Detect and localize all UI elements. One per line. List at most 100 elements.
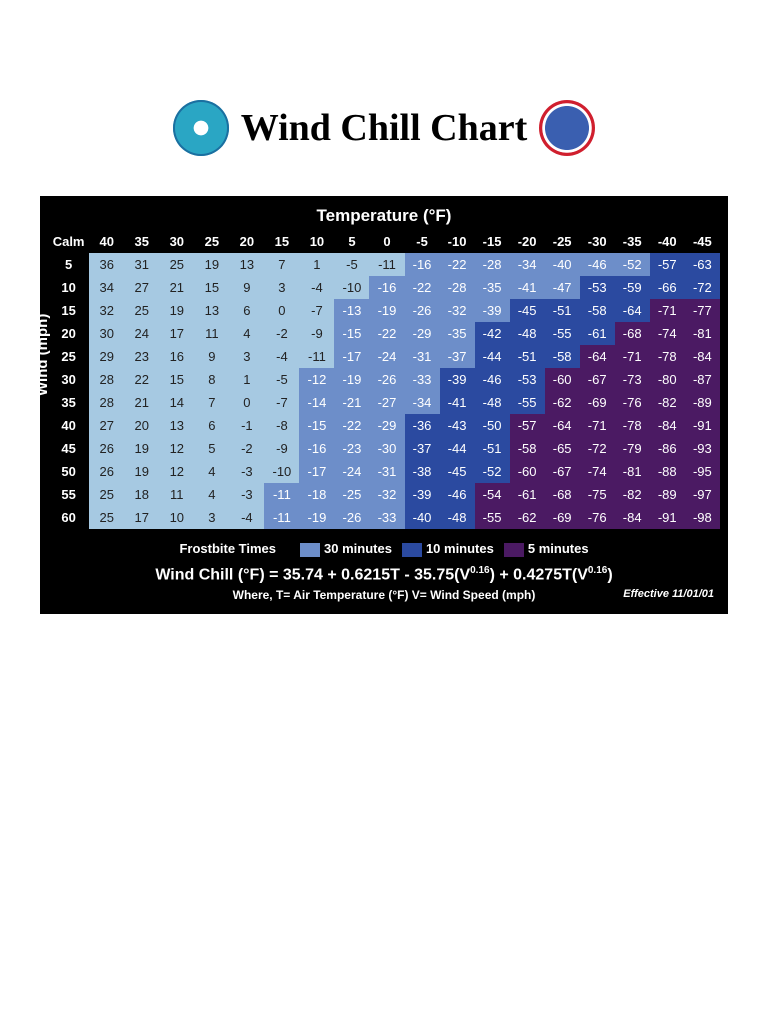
chill-cell: 9 xyxy=(229,276,264,299)
chill-cell: -5 xyxy=(334,253,369,276)
chill-cell: -12 xyxy=(299,368,334,391)
chill-cell: -10 xyxy=(264,460,299,483)
chill-cell: -78 xyxy=(650,345,685,368)
chill-cell: -81 xyxy=(615,460,650,483)
chill-cell: -87 xyxy=(685,368,720,391)
chill-cell: -72 xyxy=(580,437,615,460)
temp-header: -20 xyxy=(510,230,545,253)
legend: Frostbite Times 30 minutes10 minutes5 mi… xyxy=(48,541,720,557)
chill-cell: -54 xyxy=(475,483,510,506)
y-axis-label: Wind (mph) xyxy=(34,314,51,396)
temp-header: -10 xyxy=(440,230,475,253)
temp-header: 10 xyxy=(299,230,334,253)
chill-cell: -44 xyxy=(475,345,510,368)
wind-header: 40 xyxy=(48,414,89,437)
table-body: 5363125191371-5-11-16-22-28-34-40-46-52-… xyxy=(48,253,720,529)
chill-cell: -84 xyxy=(615,506,650,529)
chill-cell: -81 xyxy=(685,322,720,345)
chill-cell: 21 xyxy=(124,391,159,414)
chill-cell: -48 xyxy=(510,322,545,345)
chill-cell: 6 xyxy=(194,414,229,437)
chill-cell: -48 xyxy=(475,391,510,414)
chill-cell: 17 xyxy=(159,322,194,345)
chill-cell: -16 xyxy=(369,276,404,299)
chill-cell: 32 xyxy=(89,299,124,322)
temp-header: -40 xyxy=(650,230,685,253)
chill-cell: -9 xyxy=(299,322,334,345)
chill-cell: -71 xyxy=(615,345,650,368)
temp-header: 0 xyxy=(369,230,404,253)
chill-cell: -14 xyxy=(299,391,334,414)
formula-exp: 0.16 xyxy=(588,565,607,576)
chill-cell: -67 xyxy=(545,460,580,483)
chill-cell: 27 xyxy=(124,276,159,299)
wind-header: 55 xyxy=(48,483,89,506)
chill-cell: 28 xyxy=(89,391,124,414)
chill-cell: -64 xyxy=(615,299,650,322)
chill-cell: 17 xyxy=(124,506,159,529)
table-row: 3028221581-5-12-19-26-33-39-46-53-60-67-… xyxy=(48,368,720,391)
chill-cell: -67 xyxy=(580,368,615,391)
legend-label: 10 minutes xyxy=(426,541,494,556)
chill-cell: -24 xyxy=(369,345,404,368)
chill-cell: 0 xyxy=(229,391,264,414)
chill-cell: 27 xyxy=(89,414,124,437)
header: Wind Chill Chart xyxy=(0,100,768,156)
formula-text: ) xyxy=(607,566,612,583)
chill-cell: -17 xyxy=(299,460,334,483)
chill-cell: -73 xyxy=(615,368,650,391)
chill-cell: -8 xyxy=(264,414,299,437)
chill-cell: -22 xyxy=(369,322,404,345)
formula-exp: 0.16 xyxy=(470,565,489,576)
chill-cell: -40 xyxy=(545,253,580,276)
chill-cell: -47 xyxy=(545,276,580,299)
chill-cell: -18 xyxy=(299,483,334,506)
chill-cell: -82 xyxy=(650,391,685,414)
chill-cell: -9 xyxy=(264,437,299,460)
chill-cell: -2 xyxy=(264,322,299,345)
chill-cell: -22 xyxy=(334,414,369,437)
chill-cell: -32 xyxy=(369,483,404,506)
chill-cell: -51 xyxy=(475,437,510,460)
chill-cell: -23 xyxy=(334,437,369,460)
chill-cell: -38 xyxy=(405,460,440,483)
legend-item: 30 minutes xyxy=(300,541,392,556)
chill-cell: 4 xyxy=(194,460,229,483)
chill-cell: 3 xyxy=(194,506,229,529)
table-row: 602517103-4-11-19-26-33-40-48-55-62-69-7… xyxy=(48,506,720,529)
chill-cell: -76 xyxy=(615,391,650,414)
chill-cell: -35 xyxy=(475,276,510,299)
chill-cell: -84 xyxy=(650,414,685,437)
chill-cell: -55 xyxy=(545,322,580,345)
chill-cell: -84 xyxy=(685,345,720,368)
chill-cell: -46 xyxy=(440,483,475,506)
legend-item: 5 minutes xyxy=(504,541,589,556)
chill-cell: -97 xyxy=(685,483,720,506)
temp-header: -25 xyxy=(545,230,580,253)
chill-cell: -41 xyxy=(510,276,545,299)
chill-cell: 13 xyxy=(229,253,264,276)
chill-cell: -11 xyxy=(264,506,299,529)
chill-cell: -86 xyxy=(650,437,685,460)
chill-cell: -4 xyxy=(264,345,299,368)
chill-cell: -89 xyxy=(685,391,720,414)
temp-header: 5 xyxy=(334,230,369,253)
chill-cell: 23 xyxy=(124,345,159,368)
chill-cell: -7 xyxy=(264,391,299,414)
chill-cell: -80 xyxy=(650,368,685,391)
chill-cell: -91 xyxy=(685,414,720,437)
chill-cell: -68 xyxy=(545,483,580,506)
table-row: 552518114-3-11-18-25-32-39-46-54-61-68-7… xyxy=(48,483,720,506)
chill-cell: 18 xyxy=(124,483,159,506)
chill-cell: -3 xyxy=(229,483,264,506)
chill-cell: 14 xyxy=(159,391,194,414)
table-row: 502619124-3-10-17-24-31-38-45-52-60-67-7… xyxy=(48,460,720,483)
chill-cell: -21 xyxy=(334,391,369,414)
chill-cell: -53 xyxy=(510,368,545,391)
chill-cell: 7 xyxy=(264,253,299,276)
chill-cell: -4 xyxy=(229,506,264,529)
chill-cell: 25 xyxy=(124,299,159,322)
chill-cell: -16 xyxy=(299,437,334,460)
wind-header: 35 xyxy=(48,391,89,414)
chill-cell: -13 xyxy=(334,299,369,322)
